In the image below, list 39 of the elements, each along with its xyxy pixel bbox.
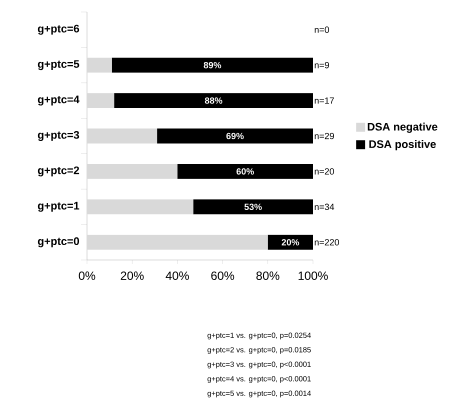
data-label: 89% xyxy=(204,62,222,68)
bar xyxy=(87,164,178,179)
bar xyxy=(87,58,112,73)
data-label: 69% xyxy=(226,132,244,140)
bar xyxy=(87,199,194,214)
text: n=20 xyxy=(314,168,334,175)
bar xyxy=(177,164,313,179)
data-label: 60% xyxy=(236,168,254,175)
y-tick-label: g+ptc=0 xyxy=(38,237,80,248)
bar xyxy=(87,234,268,250)
x-tick-label: 80% xyxy=(256,271,280,280)
y-tick-label: g+ptc=1 xyxy=(38,202,80,212)
bar xyxy=(193,199,313,214)
text: n=17 xyxy=(314,97,334,104)
x-tick-label: 40% xyxy=(166,271,189,280)
y-tick-label: g+ptc=5 xyxy=(38,60,80,70)
text: n=9 xyxy=(314,62,329,68)
data-label: 53% xyxy=(244,204,262,210)
x-tick-label: 20% xyxy=(120,271,144,280)
x-tick-label: 0% xyxy=(78,271,96,280)
text: n=220 xyxy=(314,239,340,246)
text: n=0 xyxy=(314,26,330,33)
data-label: 20% xyxy=(282,239,300,246)
bar xyxy=(157,128,313,144)
bar xyxy=(87,93,114,108)
y-tick-label: g+ptc=6 xyxy=(38,24,80,35)
y-tick-label: g+ptc=2 xyxy=(38,166,80,176)
y-tick-label: g+ptc=4 xyxy=(38,96,80,106)
text: n=34 xyxy=(314,204,334,210)
bar xyxy=(87,128,158,144)
x-tick-label: 60% xyxy=(211,271,234,280)
x-tick-label: 100% xyxy=(298,271,328,280)
y-tick-label: g+ptc=3 xyxy=(38,131,80,141)
data-label: 88% xyxy=(204,97,222,104)
text: n=29 xyxy=(314,132,334,140)
legend-label: DSA negative xyxy=(368,122,438,133)
bar xyxy=(114,93,313,108)
bar xyxy=(112,58,313,73)
legend-label: DSA positive xyxy=(369,140,436,150)
